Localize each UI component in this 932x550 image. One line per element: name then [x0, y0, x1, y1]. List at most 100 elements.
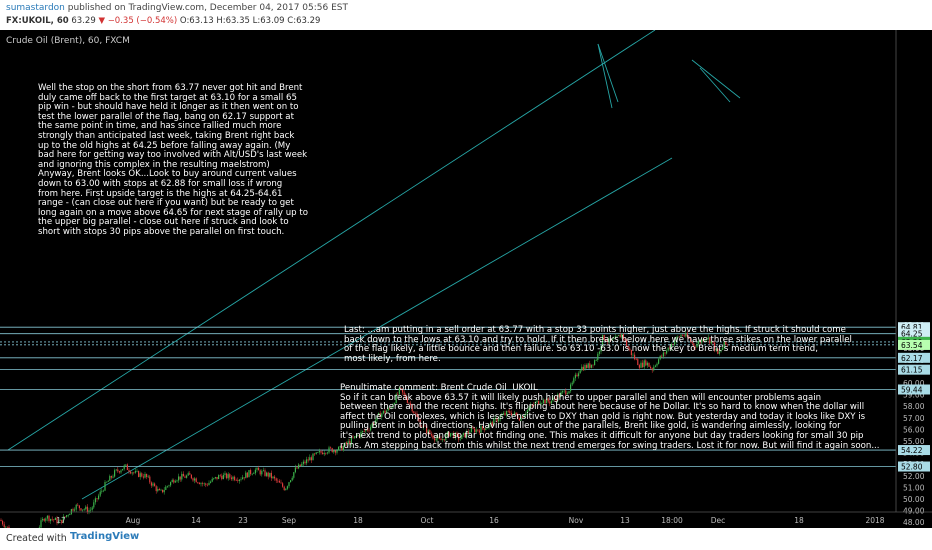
candle-body [398, 387, 400, 395]
candle-body [645, 360, 647, 366]
candle-body [171, 479, 173, 483]
candle-body [568, 391, 570, 394]
candle-body [349, 441, 351, 445]
chart-panel[interactable]: Crude Oil (Brent), 60, FXCM 65.0064.0063… [0, 30, 932, 528]
candle-body [150, 482, 152, 486]
candle-body [677, 336, 679, 338]
candle-body [354, 436, 356, 438]
candle-body [106, 481, 108, 483]
y-tick-label: 48.00 [903, 518, 925, 527]
candle-body [275, 478, 277, 481]
chart-title: Crude Oil (Brent), 60, FXCM [6, 36, 130, 46]
annotation-main[interactable]: Well the stop on the short from 63.77 ne… [38, 83, 308, 237]
candle-body [341, 445, 343, 451]
candle-body [626, 339, 628, 347]
candle-body [490, 422, 492, 425]
candle-body [176, 480, 178, 482]
candle-body [323, 453, 325, 455]
author-link[interactable]: sumastardon [6, 3, 65, 13]
publish-info: sumastardon published on TradingView.com… [6, 3, 348, 13]
candle-body [467, 431, 469, 433]
candle-body [378, 413, 380, 416]
candle-body [587, 363, 589, 368]
candle-body [414, 412, 416, 414]
candle-body [318, 451, 320, 453]
candle-body [574, 374, 576, 379]
y-tick-label: 59.00 [903, 391, 925, 400]
candle-body [70, 509, 72, 514]
price-chart[interactable]: Crude Oil (Brent), 60, FXCM 65.0064.0063… [0, 30, 932, 528]
candle-body [149, 476, 151, 483]
candle-body [722, 347, 724, 351]
candle-body [643, 360, 645, 368]
candle-body [579, 370, 581, 374]
candle-body [66, 515, 68, 517]
candle-body [712, 341, 714, 343]
candle-body [50, 518, 52, 522]
price-level-tag-label: 52.80 [901, 463, 923, 472]
close-value: C:63.29 [287, 16, 321, 26]
candle-body [493, 418, 495, 426]
candle-body [360, 432, 362, 437]
candle-body [333, 450, 335, 453]
candle-body [514, 412, 516, 414]
candle-body [512, 413, 514, 416]
candle-body [635, 359, 637, 360]
candle-body [462, 433, 464, 435]
candle-body [118, 471, 120, 473]
candle-body [312, 453, 314, 461]
candle-body [72, 509, 74, 511]
candle-body [192, 478, 194, 481]
candle-body [219, 475, 221, 476]
candle-body [499, 415, 501, 420]
candle-body [613, 338, 615, 340]
annotation-penultimate[interactable]: Penultimate comment: Brent Crude Oil UKO… [340, 383, 880, 451]
candle-body [309, 457, 311, 461]
candle-body [701, 339, 703, 343]
candle-body [650, 366, 652, 369]
low-value: L:63.09 [252, 16, 285, 26]
candle-body [578, 373, 580, 377]
candle-body [208, 482, 210, 486]
tradingview-logo[interactable]: TradingView [70, 531, 140, 542]
candle-body [235, 480, 237, 481]
candle-body [74, 509, 76, 511]
candle-body [158, 489, 160, 491]
candle-body [278, 480, 280, 483]
y-tick-label: 58.00 [903, 402, 925, 411]
candle-body [694, 346, 696, 348]
candle-body [544, 399, 546, 404]
candle-body [413, 411, 415, 413]
candle-body [434, 438, 436, 441]
candle-body [504, 413, 506, 416]
candle-body [355, 436, 357, 437]
candle-body [717, 348, 719, 354]
candle-body [597, 353, 599, 361]
candle-body [288, 482, 290, 487]
price-level-tag [898, 352, 930, 363]
candle-body [571, 382, 573, 385]
annotation-last[interactable]: Last: ...am putting in a sell order at 6… [344, 325, 852, 364]
candle-body [154, 483, 156, 487]
candle-body [426, 426, 428, 434]
candle-body [307, 459, 309, 461]
x-tick-label: Nov [569, 516, 584, 525]
candle-body [168, 485, 170, 486]
candle-body [448, 432, 450, 437]
candle-body [589, 363, 591, 368]
created-with-label: Created with [6, 533, 67, 544]
candle-body [110, 476, 112, 478]
candle-body [229, 474, 231, 478]
candle-body [718, 351, 720, 354]
candle-body [646, 362, 648, 366]
candle-body [326, 452, 328, 454]
y-tick-label: 55.00 [903, 437, 925, 446]
candle-body [43, 518, 45, 521]
down-arrow-icon: ▼ [98, 16, 105, 26]
candle-body [566, 393, 568, 395]
candle-body [211, 478, 213, 482]
candle-body [179, 476, 181, 480]
candle-body [706, 338, 708, 340]
candle-body [94, 498, 96, 503]
candle-body [51, 518, 53, 520]
